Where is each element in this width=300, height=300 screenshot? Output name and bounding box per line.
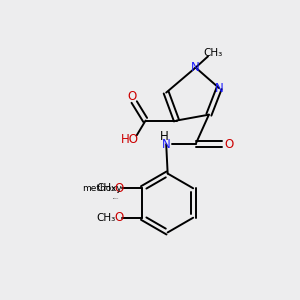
Text: N: N [191,61,200,74]
Text: N: N [215,82,224,95]
Text: methoxy: methoxy [112,198,119,199]
Text: O: O [128,91,137,103]
Text: CH₃: CH₃ [96,183,116,193]
Text: CH₃: CH₃ [204,48,223,58]
Text: HO: HO [120,133,138,146]
Text: CH₃: CH₃ [96,213,116,223]
Text: O: O [115,211,124,224]
Text: N: N [162,138,171,151]
Text: methoxy: methoxy [82,184,122,193]
Text: O: O [115,182,124,195]
Text: O: O [224,138,233,151]
Text: H: H [160,130,169,143]
